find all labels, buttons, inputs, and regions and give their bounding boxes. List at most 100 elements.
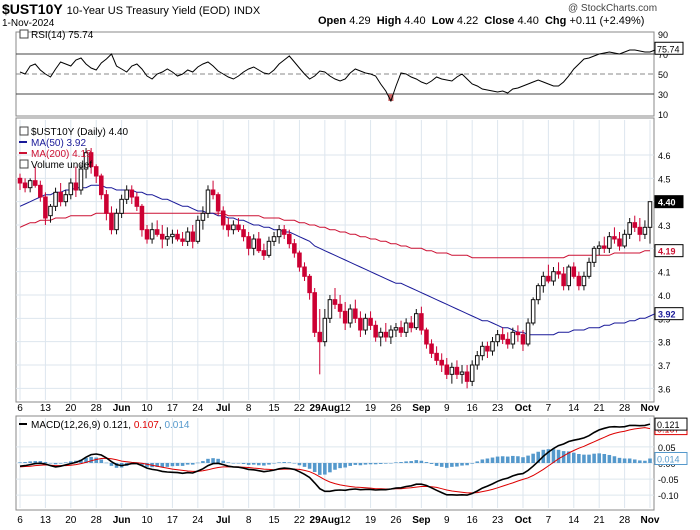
macd-histogram-bar (99, 459, 104, 463)
candle-body (68, 182, 74, 196)
candle-body (647, 201, 653, 228)
x-tick-label-price: 16 (467, 403, 479, 414)
macd-histogram-bar (561, 451, 566, 463)
ma50-badge-text: 3.92 (658, 310, 676, 320)
macd-histogram-bar (587, 454, 591, 463)
candle-body (403, 322, 409, 333)
x-tick-label-macd: Nov (641, 515, 660, 526)
candle-body (419, 313, 424, 331)
candle-body (398, 327, 404, 333)
candle-body (601, 245, 607, 249)
macd-histogram-bar (297, 463, 302, 466)
macd-histogram-bar (317, 463, 322, 475)
candle-body (546, 275, 551, 282)
macd-histogram-bar (84, 457, 88, 463)
price-legend-swatch (19, 126, 29, 136)
macd-legend-part: , (159, 420, 165, 431)
macd-histogram-bar (338, 463, 342, 469)
close-badge-text: 4.40 (658, 198, 676, 208)
x-tick-label-price: 14 (568, 403, 580, 414)
candle-body (32, 180, 38, 186)
candle-body (556, 271, 561, 275)
macd-histogram-bar (368, 463, 373, 465)
macd-hist-badge (654, 452, 688, 465)
rsi-panel-frame (15, 31, 655, 117)
x-tick-label-macd: 20 (65, 515, 77, 526)
x-tick-label-price: 6 (17, 403, 23, 414)
macd-histogram-bar (302, 463, 307, 467)
candle-body (535, 285, 541, 301)
macd-histogram-bar (536, 451, 541, 463)
price-y-tick: 3.8 (658, 338, 671, 348)
x-tick-label-price: Sep (412, 403, 430, 414)
macd-histogram-bar (353, 463, 358, 465)
stockcharts-credit[interactable]: @ StockCharts.com (568, 3, 658, 14)
x-tick-label-price: 20 (65, 403, 77, 414)
close-label: Close (484, 15, 515, 27)
candle-body (571, 266, 577, 277)
candle-body (505, 338, 511, 345)
ma200-badge-text: 4.19 (658, 247, 676, 257)
macd-histogram-bar (282, 462, 286, 463)
macd-legend-part: 0.107 (134, 420, 159, 431)
candle-body (490, 341, 495, 352)
macd-histogram-bar (612, 456, 617, 463)
low-label: Low (431, 15, 454, 27)
macd-histogram-bar (516, 456, 520, 463)
macd-y-tick: -0.10 (658, 491, 679, 501)
macd-histogram-bar (566, 451, 571, 463)
candle-body (337, 303, 343, 312)
candle-body (159, 233, 165, 240)
candle-body (576, 275, 582, 287)
macd-histogram-bar (643, 460, 647, 463)
x-tick-label-price: Jun (113, 403, 131, 414)
macd-histogram-bar (521, 457, 525, 463)
candle-body (429, 343, 434, 354)
macd-histogram-bar (323, 463, 327, 475)
x-tick-label-macd: 26 (390, 515, 402, 526)
candle-body (373, 324, 378, 338)
x-tick-label-macd: 17 (167, 515, 179, 526)
candle-body (368, 317, 373, 326)
macd-histogram-bar (602, 454, 607, 463)
macd-histogram-bar (480, 459, 485, 463)
macd-histogram-bar (28, 461, 32, 463)
rsi-oversold-fill (388, 94, 394, 101)
price-y-tick: 4.3 (658, 221, 671, 231)
x-tick-label-price: 21 (594, 403, 606, 414)
macd-legend-part: MACD(12,26,9) (31, 420, 103, 431)
candle-body (342, 310, 348, 324)
candle-body (38, 184, 43, 198)
macd-histogram-bar (185, 463, 190, 465)
macd-legend-part: , (128, 420, 134, 431)
macd-histogram-bar (470, 463, 474, 464)
candle-body (266, 240, 272, 256)
macd-histogram-bar (328, 463, 332, 473)
candle-body (134, 196, 140, 207)
x-tick-label-macd: 19 (365, 515, 377, 526)
macd-legend-part: 0.014 (164, 420, 189, 431)
candle-body (170, 233, 175, 238)
macd-histogram-bar (160, 463, 165, 468)
candle-body (444, 364, 450, 375)
candle-body (281, 229, 287, 235)
rsi-line (19, 47, 681, 103)
description: 10-Year US Treasury Yield (EOD) (66, 5, 231, 17)
open-value: 4.29 (349, 15, 371, 27)
candle-body (236, 224, 241, 231)
macd-histogram-bar (511, 455, 515, 463)
macd-histogram-bar (272, 463, 276, 464)
x-tick-label-price: 9 (444, 403, 450, 414)
macd-histogram-bar (389, 463, 393, 464)
macd-panel (18, 423, 652, 496)
macd-histogram-bar (638, 460, 642, 463)
candle-body (200, 212, 206, 221)
candle-body (327, 299, 333, 319)
candle-body (596, 245, 602, 249)
macd-value-badge (654, 417, 688, 431)
candle-body (322, 317, 328, 343)
x-tick-label-price: 8 (246, 403, 252, 414)
macd-histogram-bar (455, 463, 459, 467)
macd-histogram-bar (63, 462, 68, 463)
